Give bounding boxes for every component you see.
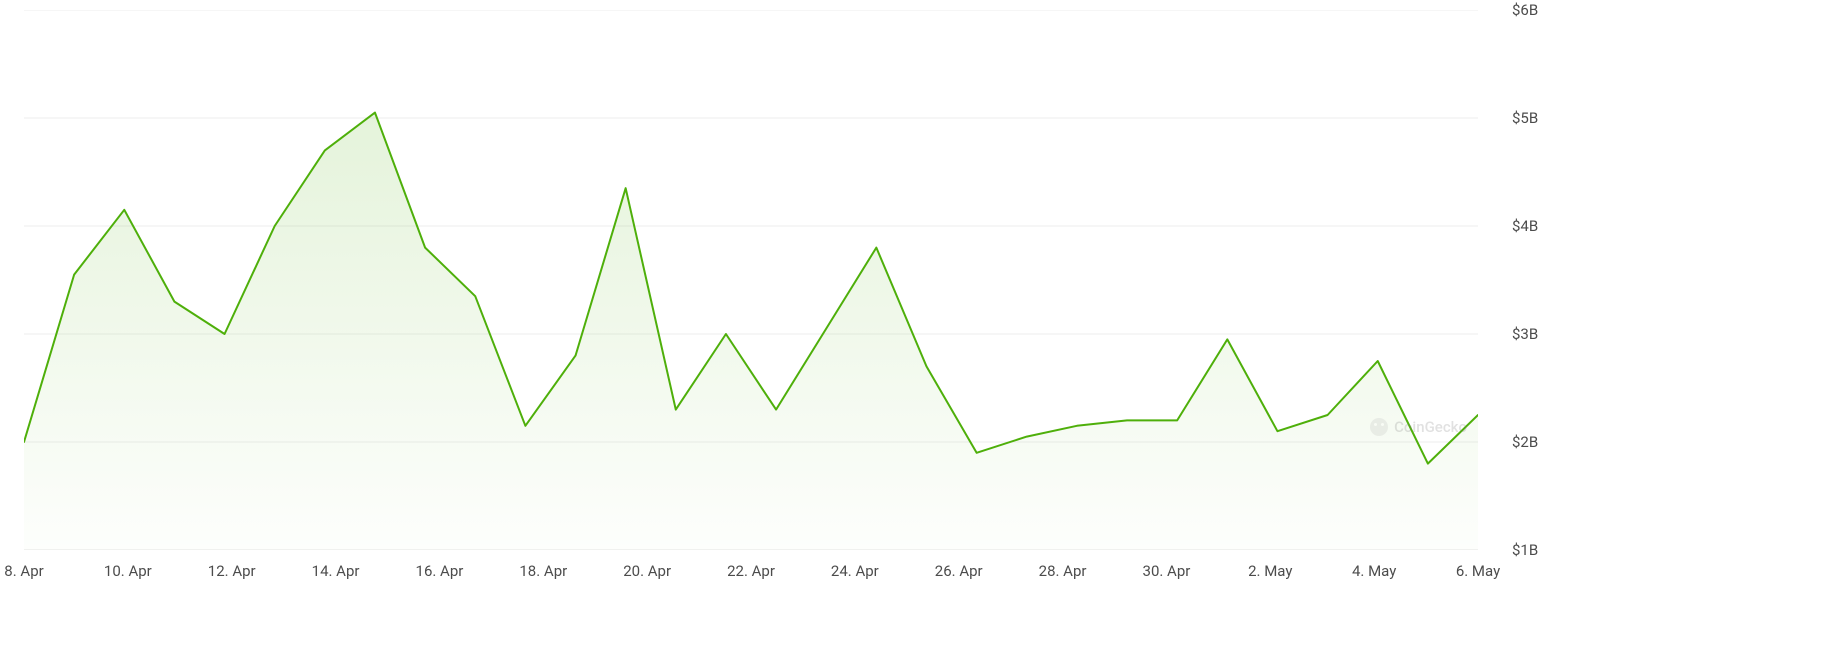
y-axis-label: $5B <box>1478 109 1788 127</box>
x-axis-label: 18. Apr <box>519 562 567 580</box>
x-axis-label: 24. Apr <box>831 562 879 580</box>
x-axis-label: 2. May <box>1248 562 1292 580</box>
x-axis-label: 12. Apr <box>208 562 256 580</box>
chart-plot-area <box>24 10 1478 550</box>
coingecko-icon <box>1370 418 1388 436</box>
y-axis-label: $6B <box>1478 1 1788 19</box>
x-axis-label: 14. Apr <box>312 562 360 580</box>
x-axis-label: 16. Apr <box>416 562 464 580</box>
series-area <box>24 113 1478 550</box>
x-axis-label: 28. Apr <box>1039 562 1087 580</box>
watermark-text: CoinGecko <box>1394 418 1467 436</box>
watermark: CoinGecko <box>1370 418 1467 436</box>
x-axis-label: 26. Apr <box>935 562 983 580</box>
x-axis-label: 6. May <box>1456 562 1500 580</box>
x-axis-label: 30. Apr <box>1143 562 1191 580</box>
x-axis-label: 8. Apr <box>4 562 43 580</box>
y-axis-label: $3B <box>1478 325 1788 343</box>
y-axis-label: $4B <box>1478 217 1788 235</box>
y-axis-label: $2B <box>1478 433 1788 451</box>
y-axis-label: $1B <box>1478 541 1788 559</box>
x-axis-label: 10. Apr <box>104 562 152 580</box>
chart-svg <box>24 10 1478 550</box>
x-axis-label: 22. Apr <box>727 562 775 580</box>
x-axis-label: 20. Apr <box>623 562 671 580</box>
x-axis-label: 4. May <box>1352 562 1396 580</box>
